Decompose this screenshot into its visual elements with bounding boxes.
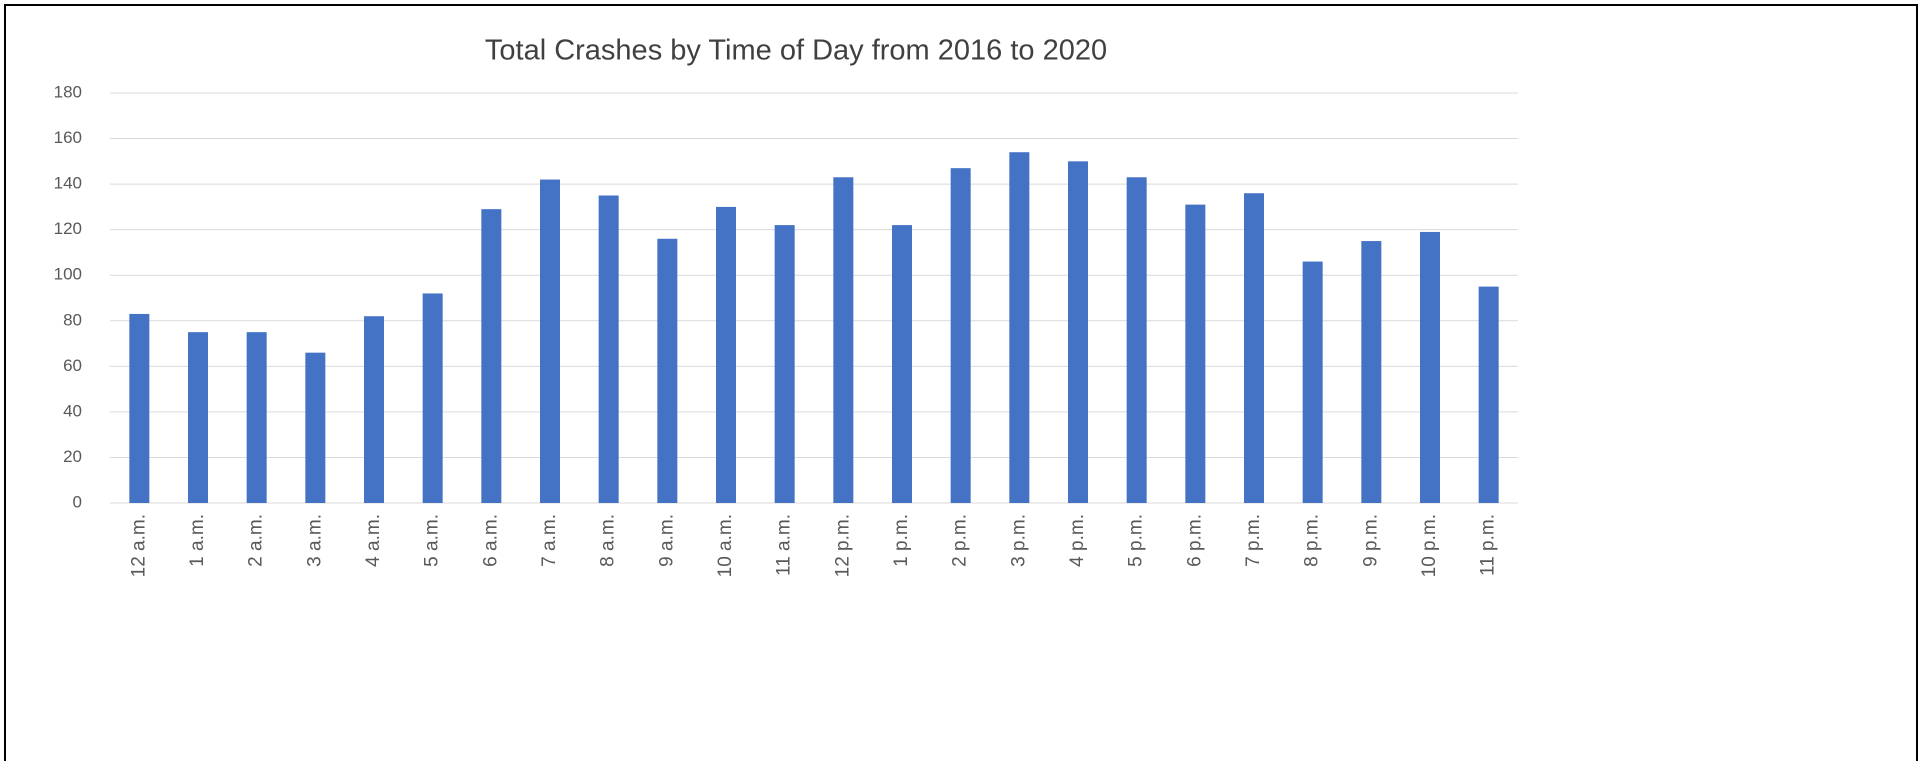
bar: [716, 206, 736, 503]
x-tick-label: 8 p.m.: [1302, 514, 1323, 567]
y-tick-label: 100: [54, 265, 82, 284]
bar: [1068, 161, 1088, 504]
bar: [481, 209, 502, 503]
bar: [422, 293, 443, 503]
bar: [246, 332, 267, 503]
bar: [892, 225, 912, 503]
y-tick-label: 40: [63, 401, 82, 420]
x-tick-label: 1 a.m.: [187, 514, 208, 567]
bar: [305, 352, 326, 503]
x-tick-label: 10 p.m.: [1419, 514, 1440, 577]
x-tick-label: 7 p.m.: [1243, 514, 1264, 567]
bar: [657, 238, 678, 503]
bar: [540, 179, 560, 504]
bar: [1478, 286, 1499, 503]
y-tick-label: 120: [54, 219, 82, 238]
x-tick-label: 8 a.m.: [598, 514, 619, 567]
bar: [1126, 177, 1147, 503]
bar: [950, 168, 971, 503]
y-tick-label: 180: [54, 82, 82, 101]
x-tick-label: 4 a.m.: [363, 514, 384, 567]
bar: [1420, 231, 1440, 503]
x-tick-label: 2 p.m.: [950, 514, 971, 567]
bar: [774, 225, 795, 503]
x-tick-label: 7 a.m.: [539, 514, 560, 567]
x-tick-label: 2 a.m.: [246, 514, 267, 567]
bar: [364, 316, 384, 503]
y-tick-label: 160: [54, 128, 82, 147]
x-tick-label: 1 p.m.: [891, 514, 912, 567]
chart-title: Total Crashes by Time of Day from 2016 t…: [485, 35, 1107, 67]
bar: [1185, 204, 1206, 503]
y-tick-label: 0: [73, 492, 82, 511]
x-tick-label: 6 p.m.: [1184, 514, 1205, 567]
bar: [1009, 152, 1030, 503]
y-tick-label: 80: [63, 310, 82, 329]
x-tick-label: 12 a.m.: [128, 514, 149, 577]
x-tick-label: 5 a.m.: [422, 514, 443, 567]
x-tick-label: 11 p.m.: [1478, 514, 1499, 576]
y-tick-label: 20: [63, 447, 82, 466]
bar: [1244, 193, 1264, 503]
x-tick-label: 9 p.m.: [1360, 514, 1381, 567]
x-tick-label: 3 p.m.: [1008, 514, 1029, 567]
y-tick-label: 140: [54, 174, 82, 193]
bar: [833, 177, 854, 503]
x-tick-label: 3 a.m.: [304, 514, 325, 567]
bar: [129, 313, 150, 503]
bar: [598, 195, 619, 503]
bar: [188, 332, 208, 503]
x-tick-label: 9 a.m.: [656, 514, 677, 567]
x-tick-label: 5 p.m.: [1126, 514, 1147, 567]
x-tick-label: 12 p.m.: [832, 514, 853, 577]
y-tick-label: 60: [63, 356, 82, 375]
x-tick-label: 11 a.m.: [774, 514, 795, 576]
bar: [1302, 261, 1323, 503]
x-tick-label: 6 a.m.: [480, 514, 501, 567]
x-tick-label: 4 p.m.: [1067, 514, 1088, 567]
x-tick-label: 10 a.m.: [715, 514, 736, 577]
bar: [1361, 241, 1382, 504]
